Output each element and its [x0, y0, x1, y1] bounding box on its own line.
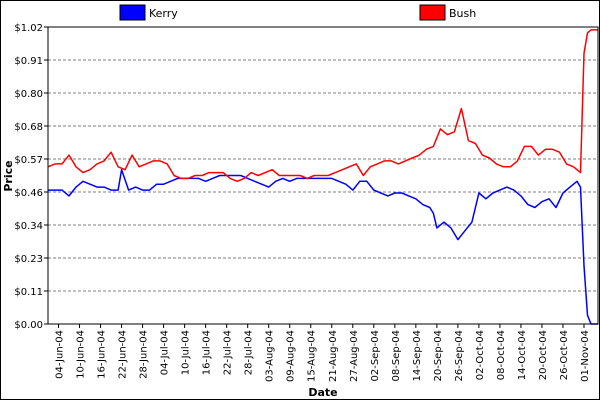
x-axis-title: Date	[308, 386, 337, 399]
x-tick-label: 02-Sep-04	[370, 330, 381, 382]
x-tick-label: 26-Sep-04	[454, 330, 465, 382]
y-tick-label: $0.11	[14, 287, 43, 298]
x-tick-label: 28-Jun-04	[139, 330, 150, 379]
y-axis-ticks: $0.00 $0.11 $0.23 $0.34 $0.46 $0.57 $0.68 $0.80…	[14, 23, 48, 331]
legend-swatch-kerry	[119, 4, 146, 21]
x-tick-label: 20-Oct-04	[538, 330, 549, 380]
plot-area-border	[47, 26, 599, 325]
legend-label-kerry: Kerry	[149, 7, 178, 20]
y-tick-label: $0.68	[14, 122, 43, 133]
series-line-bush	[47, 29, 598, 183]
legend-swatch-bush	[419, 4, 446, 21]
y-tick-label: $0.34	[14, 221, 43, 232]
legend: Kerry Bush	[119, 4, 476, 21]
x-tick-label: 22-Jun-04	[118, 330, 129, 379]
x-tick-label: 14-Oct-04	[517, 330, 528, 380]
x-tick-label: 28-Jul-04	[244, 330, 255, 375]
y-tick-label: $0.91	[14, 56, 43, 67]
y-tick-label: $0.00	[14, 320, 43, 331]
x-tick-label: 27-Aug-04	[349, 330, 360, 382]
y-axis-title: Price	[2, 160, 15, 191]
x-axis-ticks: 04-Jun-04 10-Jun-04 16-Jun-04 22-Jun-04 28-J…	[55, 324, 591, 382]
x-tick-label: 10-Jun-04	[76, 330, 87, 379]
x-tick-label: 04-Jul-04	[160, 330, 171, 375]
series-line-kerry	[48, 168, 598, 325]
x-tick-label: 04-Jun-04	[55, 330, 66, 379]
x-tick-label: 08-Sep-04	[391, 330, 402, 382]
grid-lines	[48, 59, 598, 292]
y-tick-label: $0.23	[14, 254, 43, 265]
legend-label-bush: Bush	[449, 7, 476, 20]
x-tick-label: 08-Oct-04	[496, 330, 507, 380]
x-tick-label: 01-Nov-04	[580, 330, 591, 382]
x-tick-label: 09-Aug-04	[286, 330, 297, 382]
series-lines	[47, 29, 598, 325]
x-tick-label: 16-Jul-04	[202, 330, 213, 375]
y-tick-label: $1.02	[14, 23, 43, 34]
x-tick-label: 16-Jun-04	[97, 330, 108, 379]
x-tick-label: 10-Jul-04	[181, 330, 192, 375]
x-tick-label: 02-Oct-04	[475, 330, 486, 380]
y-tick-label: $0.46	[14, 188, 43, 199]
x-tick-label: 21-Aug-04	[328, 330, 339, 382]
x-tick-label: 22-Jul-04	[223, 330, 234, 375]
x-tick-label: 03-Aug-04	[265, 330, 276, 382]
x-tick-label: 20-Sep-04	[433, 330, 444, 382]
x-tick-label: 15-Aug-04	[307, 330, 318, 382]
x-tick-label: 26-Oct-04	[559, 330, 570, 380]
y-tick-label: $0.80	[14, 89, 43, 100]
x-tick-label: 14-Sep-04	[412, 330, 423, 382]
y-tick-label: $0.57	[14, 155, 43, 166]
